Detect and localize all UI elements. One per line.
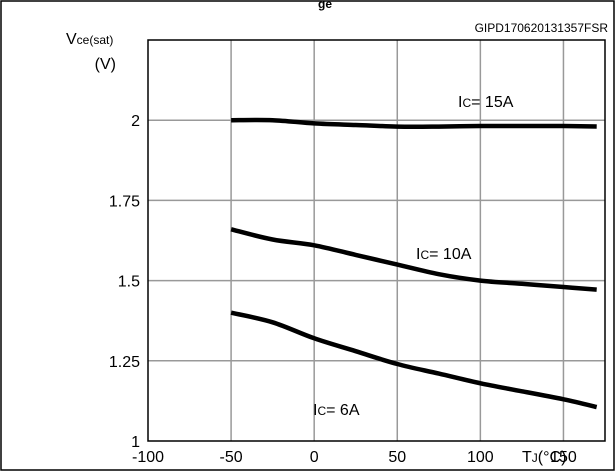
x-axis-label: TJ(°C)	[522, 449, 566, 466]
x-axis-label-unit: (°C)	[538, 449, 567, 466]
y-tick-label: 2	[131, 113, 140, 130]
series-labels: IC= 15A IC= 10A IC= 6A	[313, 94, 514, 419]
y-axis-unit: (V)	[95, 56, 116, 73]
y-tick-label: 1	[131, 434, 140, 451]
title-fragment: ge	[318, 0, 332, 11]
y-axis-label: Vce(sat)	[66, 31, 113, 48]
series-line-10a	[230, 227, 597, 292]
figure-code: GIPD170620131357FSR	[475, 21, 609, 35]
x-tick-label: 150	[550, 449, 577, 466]
series-line-15a	[231, 117, 597, 130]
x-tick-label: -100	[132, 449, 164, 466]
y-tick-label: 1.75	[109, 193, 140, 210]
x-axis-label-main: T	[522, 449, 532, 466]
series-label-6a: IC= 6A	[313, 402, 360, 419]
x-tick-label: -50	[220, 449, 243, 466]
x-tick-label: 0	[310, 449, 319, 466]
x-axis-label-sub: J	[532, 451, 538, 465]
series-line-6a	[230, 310, 598, 410]
grid	[148, 40, 605, 441]
x-tick-label: 50	[388, 449, 406, 466]
y-tick-label: 1.25	[109, 354, 140, 371]
series-label-10a: IC= 10A	[416, 246, 472, 263]
series-lines	[230, 117, 598, 410]
y-tick-labels: 1 1.25 1.5 1.75 2	[109, 113, 140, 451]
plot-area-border	[147, 39, 606, 442]
y-axis-label-main: V	[66, 31, 77, 48]
y-axis-label-sub: ce(sat)	[77, 33, 114, 47]
x-tick-label: 100	[467, 449, 494, 466]
x-tick-labels: -100 -50 0 50 100 150	[132, 449, 577, 466]
y-tick-label: 1.5	[118, 274, 140, 291]
series-label-15a: IC= 15A	[458, 94, 514, 111]
